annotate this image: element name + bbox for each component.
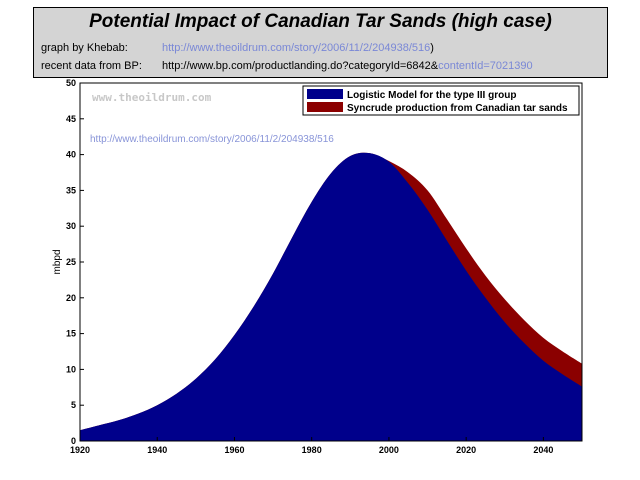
y-tick-label: 25 [66, 257, 76, 267]
y-tick-label: 10 [66, 364, 76, 374]
x-tick-label: 2020 [456, 445, 476, 455]
y-tick-label: 50 [66, 78, 76, 88]
annotation-url: http://www.theoildrum.com/story/2006/11/… [90, 134, 334, 145]
chart-title: Potential Impact of Canadian Tar Sands (… [89, 11, 552, 32]
x-tick-label: 1960 [224, 445, 244, 455]
x-tick-label: 1920 [70, 445, 90, 455]
credit-link-data[interactable]: http://www.bp.com/productlanding.do?cate… [162, 60, 439, 72]
credit-line-graph: graph by Khebab: http://www.theoildrum.co… [41, 42, 434, 54]
y-tick-label: 20 [66, 293, 76, 303]
y-tick-label: 30 [66, 221, 76, 231]
x-tick-label: 2040 [533, 445, 553, 455]
y-axis: 0 5 10 15 20 25 30 35 40 45 50 [66, 78, 84, 446]
credit-link-data-content[interactable]: contentId=7021390 [438, 60, 533, 72]
credit-label-graph: graph by Khebab: [41, 42, 128, 54]
legend-label-syncrude: Syncrude production from Canadian tar sa… [347, 103, 568, 114]
x-axis: 1920 1940 1960 1980 2000 2020 2040 [70, 437, 553, 455]
x-tick-label: 1940 [147, 445, 167, 455]
series-area-logistic [80, 152, 582, 442]
y-tick-label: 15 [66, 329, 76, 339]
legend: Logistic Model for the type III group Sy… [302, 85, 580, 116]
legend-swatch-syncrude [307, 102, 343, 112]
legend-box [302, 85, 580, 116]
x-tick-label: 2000 [379, 445, 399, 455]
title-box: Potential Impact of Canadian Tar Sands (… [33, 7, 608, 78]
credit-link-graph[interactable]: http://www.theoildrum.com/story/2006/11/… [162, 42, 431, 54]
credit-label-data: recent data from BP: [41, 60, 142, 72]
y-tick-label: 35 [66, 185, 76, 195]
y-tick-label: 40 [66, 150, 76, 160]
credit-line-data: recent data from BP: http://www.bp.com/pr… [41, 60, 533, 72]
x-tick-label: 1980 [302, 445, 322, 455]
watermark-text: www.theoildrum.com [92, 91, 212, 104]
legend-swatch-logistic [307, 89, 343, 99]
series-layer [80, 152, 582, 442]
y-tick-label: 45 [66, 114, 76, 124]
credit-close-paren: ) [430, 42, 434, 54]
y-axis-label: mbpd [52, 249, 63, 274]
y-tick-label: 0 [71, 436, 76, 446]
y-tick-label: 5 [71, 400, 76, 410]
legend-label-logistic: Logistic Model for the type III group [347, 90, 516, 101]
